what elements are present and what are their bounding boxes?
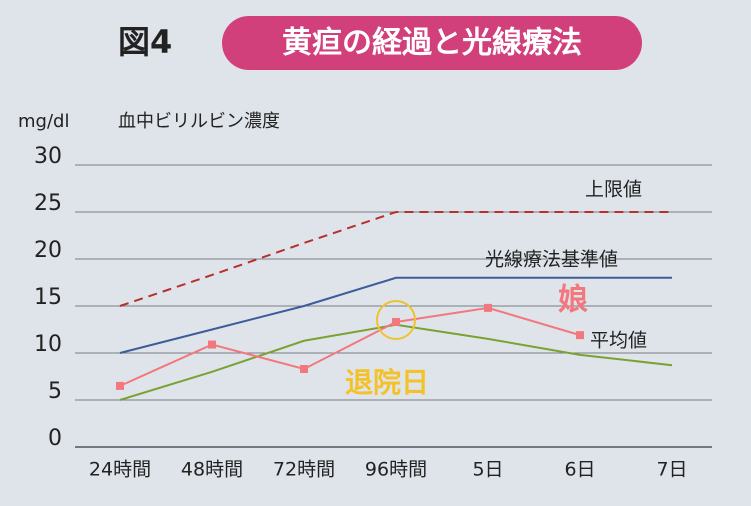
y-tick-label: 30 bbox=[34, 144, 62, 169]
x-tick-label: 48時間 bbox=[181, 459, 243, 481]
series-line bbox=[119, 211, 672, 307]
highlight-circle bbox=[376, 299, 416, 340]
series-label: 平均値 bbox=[590, 330, 647, 352]
y-tick-label: 15 bbox=[34, 285, 62, 310]
x-tick-label: 7日 bbox=[656, 459, 687, 481]
x-tick-label: 24時間 bbox=[89, 459, 151, 481]
point bbox=[576, 331, 584, 340]
series-label: 光線療法基準値 bbox=[485, 249, 618, 271]
point bbox=[300, 364, 308, 373]
y-tick-label: 5 bbox=[48, 379, 62, 404]
x-tick-label: 5日 bbox=[472, 459, 503, 481]
x-tick-label: 96時間 bbox=[365, 459, 427, 481]
chart-title: 黄疸の経過と光線療法 bbox=[282, 26, 582, 61]
series-label: 娘 bbox=[558, 283, 588, 318]
series-line bbox=[119, 306, 581, 387]
figure-label: 図4 bbox=[118, 23, 172, 61]
y-tick-label: 0 bbox=[48, 426, 62, 451]
y-tick-label: 25 bbox=[34, 191, 62, 216]
annotation: 退院日 bbox=[345, 366, 429, 399]
point bbox=[392, 317, 400, 326]
y-axis-label: 血中ビリルビン濃度 bbox=[118, 111, 280, 132]
y-unit: mg/dl bbox=[18, 111, 69, 132]
point bbox=[484, 303, 492, 312]
x-tick-label: 6日 bbox=[564, 459, 595, 481]
point bbox=[208, 340, 216, 349]
y-tick-label: 20 bbox=[34, 238, 62, 263]
title-badge bbox=[222, 16, 642, 70]
series-label: 上限値 bbox=[585, 179, 642, 201]
y-tick-label: 10 bbox=[34, 332, 62, 357]
point bbox=[116, 381, 124, 390]
x-tick-label: 72時間 bbox=[273, 459, 335, 481]
series-line bbox=[119, 276, 672, 354]
